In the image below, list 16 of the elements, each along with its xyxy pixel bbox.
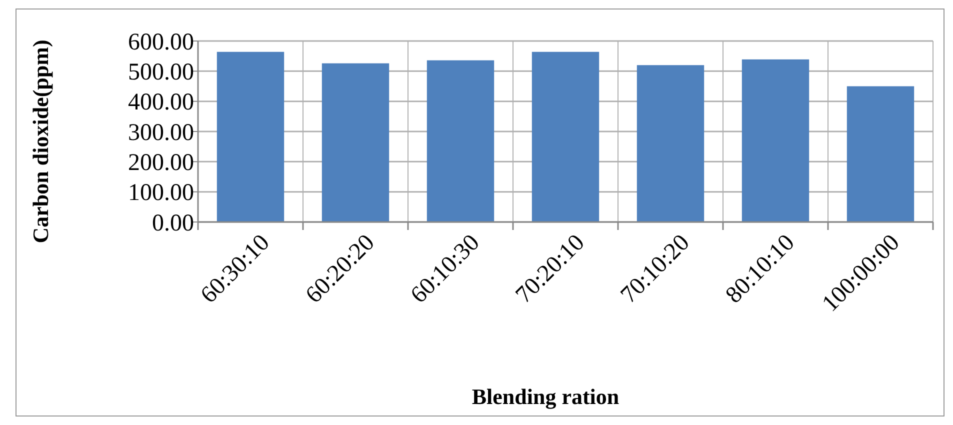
y-tick-label: 400.00: [128, 90, 194, 116]
bar: [216, 52, 284, 222]
y-tick-label: 300.00: [128, 120, 194, 146]
bar: [532, 52, 600, 222]
y-tick-label: 0.00: [152, 210, 194, 236]
y-tick-label: 100.00: [128, 180, 194, 206]
y-axis-title: Carbon dioxide(ppm): [28, 40, 53, 244]
y-tick-label: 600.00: [128, 29, 194, 56]
bar: [846, 86, 914, 222]
bar: [426, 60, 494, 222]
bar: [322, 63, 390, 222]
y-tick-label: 500.00: [128, 60, 194, 86]
bar: [636, 65, 704, 222]
y-tick-label: 200.00: [128, 150, 194, 176]
bar: [742, 59, 810, 222]
x-axis-title: Blending ration: [472, 384, 620, 409]
